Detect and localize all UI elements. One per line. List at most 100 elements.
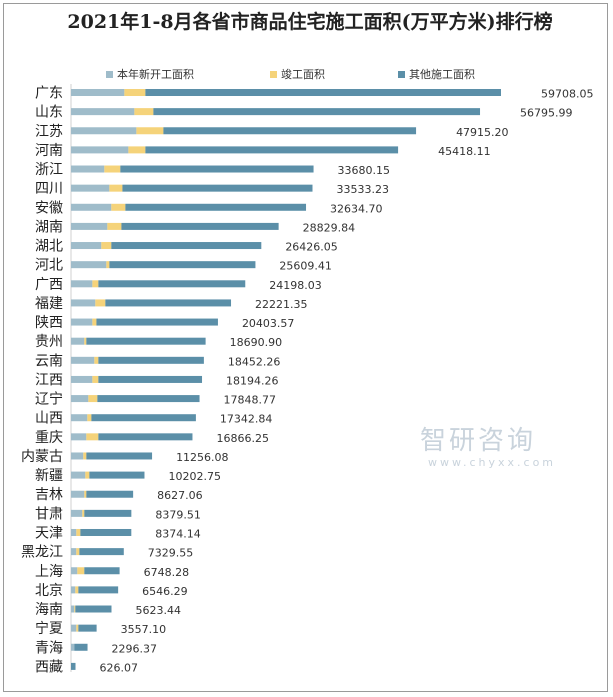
- bar-segment-new-start: [71, 127, 137, 135]
- bar-segment-completed: [84, 337, 87, 345]
- bar-segment-completed: [92, 280, 99, 288]
- bar-segment-completed: [84, 490, 87, 498]
- bar-segment-other: [120, 165, 314, 173]
- bar-segment-other: [105, 299, 232, 307]
- bar-segment-other: [145, 89, 501, 96]
- data-label: 33680.15: [338, 164, 391, 177]
- bar-segment-other: [91, 414, 196, 422]
- bar-segment-new-start: [71, 222, 108, 230]
- data-label: 32634.70: [330, 202, 383, 215]
- legend-label: 竣工面积: [281, 68, 325, 81]
- bar-segment-other: [97, 395, 200, 403]
- data-label: 16866.25: [216, 432, 269, 445]
- data-label: 22221.35: [255, 298, 307, 311]
- data-label: 3557.10: [121, 623, 167, 636]
- category-label: 江苏: [35, 124, 63, 140]
- category-label: 内蒙古: [21, 449, 63, 465]
- bar-segment-completed: [76, 548, 80, 556]
- legend-label: 其他施工面积: [409, 68, 475, 81]
- category-label: 江西: [35, 372, 63, 388]
- bar-segment-other: [84, 567, 120, 575]
- legend-label: 本年新开工面积: [117, 68, 194, 81]
- bar-segment-new-start: [71, 337, 85, 345]
- bar-segment-new-start: [71, 605, 75, 613]
- bar-segment-new-start: [71, 624, 77, 632]
- category-label: 甘肃: [35, 506, 63, 522]
- bar-segment-new-start: [71, 567, 78, 575]
- bar-segment-other: [78, 586, 119, 594]
- data-label: 6748.28: [144, 566, 190, 579]
- data-label: 8374.14: [155, 527, 201, 540]
- category-label: 山西: [35, 411, 63, 427]
- bar-segment-other: [84, 509, 132, 517]
- bar-segment-completed: [109, 184, 123, 192]
- bar-segment-new-start: [71, 203, 112, 211]
- category-label: 福建: [35, 296, 63, 312]
- bar-segment-new-start: [71, 414, 88, 422]
- data-label: 24198.03: [269, 279, 322, 292]
- bar-segment-completed: [86, 433, 99, 441]
- bar-segment-new-start: [71, 242, 102, 250]
- bar-segment-completed: [128, 146, 146, 154]
- bar-segment-completed: [107, 222, 122, 230]
- data-label: 17342.84: [220, 413, 272, 426]
- bar-segment-other: [122, 184, 313, 192]
- bar-segment-completed: [83, 452, 87, 460]
- bar-segment-completed: [134, 108, 154, 116]
- data-label: 18452.26: [228, 355, 281, 368]
- data-label: 8627.06: [157, 489, 203, 502]
- legend-swatch: [106, 70, 113, 78]
- category-label: 北京: [35, 583, 63, 599]
- bar-segment-completed: [94, 356, 99, 364]
- data-label: 18194.26: [226, 374, 279, 387]
- data-label: 11256.08: [176, 451, 229, 464]
- category-label: 山东: [35, 105, 63, 121]
- bar-segment-completed: [75, 586, 79, 594]
- category-label: 浙江: [35, 162, 63, 178]
- category-label: 上海: [35, 564, 63, 580]
- bar-segment-completed: [124, 89, 146, 96]
- data-label: 5623.44: [135, 604, 181, 617]
- bar-segment-completed: [111, 203, 126, 211]
- category-label: 河北: [35, 258, 63, 274]
- legend-item-completed: 竣工面积: [270, 66, 325, 82]
- bar-segment-other: [121, 222, 279, 230]
- bar-segment-new-start: [71, 108, 135, 116]
- bar-segment-other: [98, 375, 203, 383]
- bar-segment-completed: [104, 165, 121, 173]
- category-label: 河南: [35, 143, 63, 159]
- data-label: 6546.29: [142, 585, 188, 598]
- data-label: 626.07: [100, 661, 139, 674]
- category-label: 海南: [35, 602, 63, 618]
- category-label: 吉林: [35, 487, 63, 503]
- category-label: 云南: [35, 353, 63, 369]
- bar-segment-other: [98, 356, 204, 364]
- bar-segment-completed: [76, 528, 81, 536]
- bar-segment-new-start: [71, 471, 86, 479]
- bar-segment-completed: [76, 624, 79, 632]
- bar-segment-other: [111, 242, 262, 250]
- bar-segment-other: [163, 127, 417, 135]
- data-label: 45418.11: [438, 145, 491, 158]
- category-label: 广西: [35, 277, 63, 293]
- bar-segment-other: [71, 662, 76, 670]
- bar-segment-new-start: [71, 452, 84, 460]
- legend-swatch: [270, 70, 277, 78]
- bar-segment-new-start: [71, 490, 85, 498]
- bar-segment-other: [75, 605, 112, 613]
- chart-frame: [3, 3, 608, 692]
- data-label: 17848.77: [224, 394, 276, 407]
- bar-segment-other: [109, 261, 256, 269]
- bar-segment-other: [125, 203, 307, 211]
- bar-segment-other: [74, 643, 88, 651]
- data-label: 26426.05: [285, 241, 338, 254]
- watermark-brand: 智研咨询: [420, 426, 537, 456]
- chart-title: 2021年1-8月各省市商品住宅施工面积(万平方米)排行榜: [67, 11, 553, 33]
- bar-segment-other: [98, 433, 193, 441]
- bar-segment-other: [153, 108, 481, 116]
- bar-segment-new-start: [71, 299, 96, 307]
- bar-segment-new-start: [71, 165, 105, 173]
- data-label: 10202.75: [168, 470, 221, 483]
- category-label: 四川: [35, 181, 63, 197]
